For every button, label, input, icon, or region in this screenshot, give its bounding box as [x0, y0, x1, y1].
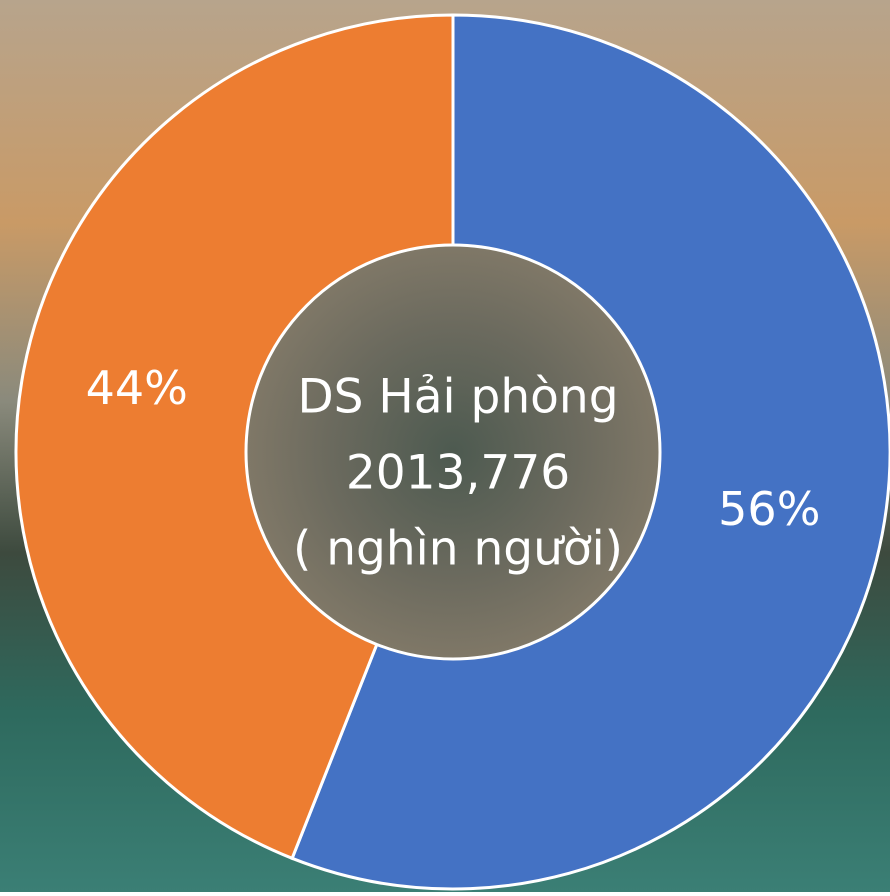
center-text: DS Hải phòng	[297, 370, 618, 425]
center-text: 2013,776	[346, 446, 570, 501]
value-label: 56%	[718, 482, 820, 536]
center-text: ( nghìn người)	[293, 522, 623, 577]
value-label: 44%	[86, 361, 188, 415]
chart: DS Hải phòng 2013,776 ( nghìn người) 56%…	[0, 0, 890, 892]
